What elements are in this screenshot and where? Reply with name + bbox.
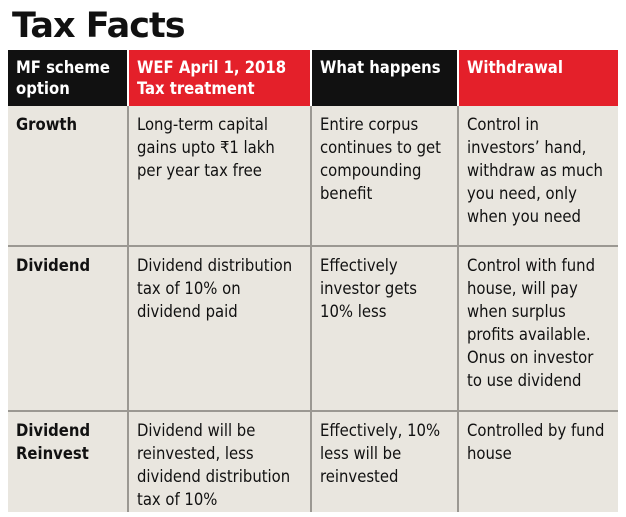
header-what-happens: What happens (311, 50, 459, 106)
cell-what-happens: Entire corpus continues to get compoundi… (311, 106, 459, 247)
header-withdrawal: Withdrawal (458, 50, 618, 106)
cell-tax-treatment: Dividend distribution tax of 10% on divi… (128, 246, 312, 412)
cell-what-happens: Effectively, 10% less will be reinvested (311, 411, 459, 512)
table-row: Dividend Dividend distribution tax of 10… (8, 246, 618, 412)
cell-tax-treatment: Long-term capital gains upto ₹1 lakh per… (128, 106, 312, 247)
row-label-growth: Growth (8, 106, 129, 247)
cell-what-happens: Effectively investor gets 10% less (311, 246, 459, 412)
table-header-row: MF scheme option WEF April 1, 2018 Tax t… (8, 50, 618, 106)
table-row: Growth Long-term capital gains upto ₹1 l… (8, 106, 618, 247)
row-label-dividend: Dividend (8, 246, 129, 412)
header-tax-treatment: WEF April 1, 2018 Tax treatment (128, 50, 312, 106)
cell-withdrawal: Control with fund house, will pay when s… (458, 246, 618, 412)
tax-facts-table: MF scheme option WEF April 1, 2018 Tax t… (8, 50, 618, 512)
cell-withdrawal: Controlled by fund house (467, 421, 605, 463)
cell-tax-treatment: Dividend will be reinvested, less divide… (128, 411, 312, 512)
table-row: Dividend Reinvest Dividend will be reinv… (8, 411, 618, 512)
row-label-dividend-reinvest: Dividend Reinvest (8, 411, 129, 512)
cell-withdrawal: Control in investors’ hand, withdraw as … (458, 106, 618, 247)
page-title: Tax Facts (12, 6, 186, 46)
header-mf-scheme-option: MF scheme option (8, 50, 129, 106)
